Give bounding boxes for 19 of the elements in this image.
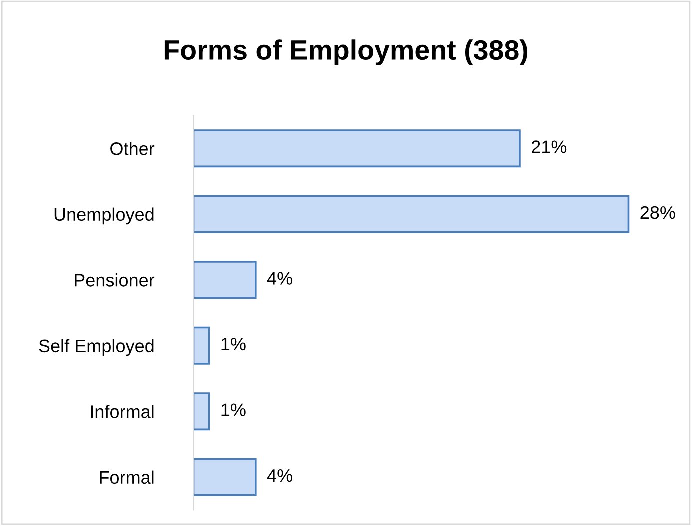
data-label: 1% [222, 338, 246, 351]
y-tick-label: Other [110, 142, 155, 156]
data-label: 21% [532, 140, 567, 154]
data-label: 28% [640, 206, 676, 220]
y-tick-label: Informal [91, 405, 154, 418]
y-tick-label: Self Employed [39, 339, 154, 356]
bar [194, 458, 257, 496]
data-label: 1% [222, 404, 246, 416]
y-tick-label: Unemployed [54, 208, 154, 225]
y-tick-label: Pensioner [75, 274, 155, 287]
bar [194, 130, 521, 168]
bar [194, 195, 630, 234]
bar [194, 392, 210, 431]
data-label: 4% [267, 469, 292, 482]
bar [194, 326, 210, 365]
y-tick-label: Formal [100, 470, 154, 484]
data-label: 4% [267, 272, 292, 285]
chart-title: Forms of Employment (388) [164, 40, 528, 66]
bar [194, 261, 257, 300]
